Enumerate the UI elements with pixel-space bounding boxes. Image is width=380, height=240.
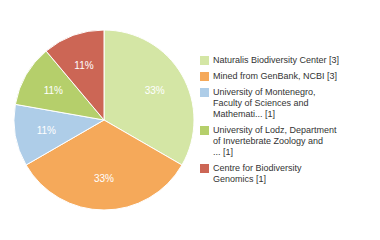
html-text:University of Montenegro, Facu: University of Montenegro, Faculty of Sci… — [213, 87, 316, 119]
svg-text:33%: 33% — [145, 85, 165, 96]
svg-text:11%: 11% — [74, 60, 93, 71]
html-text:University of Lodz, Department: University of Lodz, Department of Invert… — [213, 125, 337, 157]
html-text:Mined from GenBank, NCBI [3]: Mined from GenBank, NCBI [3] — [213, 71, 338, 81]
svg-text:11%: 11% — [37, 125, 56, 136]
html-text:Centre for Biodiversity Genomi: Centre for Biodiversity Genomics [1] — [213, 163, 302, 184]
html-text:Naturalis Biodiversity Center: Naturalis Biodiversity Center [3] — [213, 55, 340, 65]
svg-text:33%: 33% — [94, 173, 114, 184]
svg-text:11%: 11% — [44, 85, 63, 96]
